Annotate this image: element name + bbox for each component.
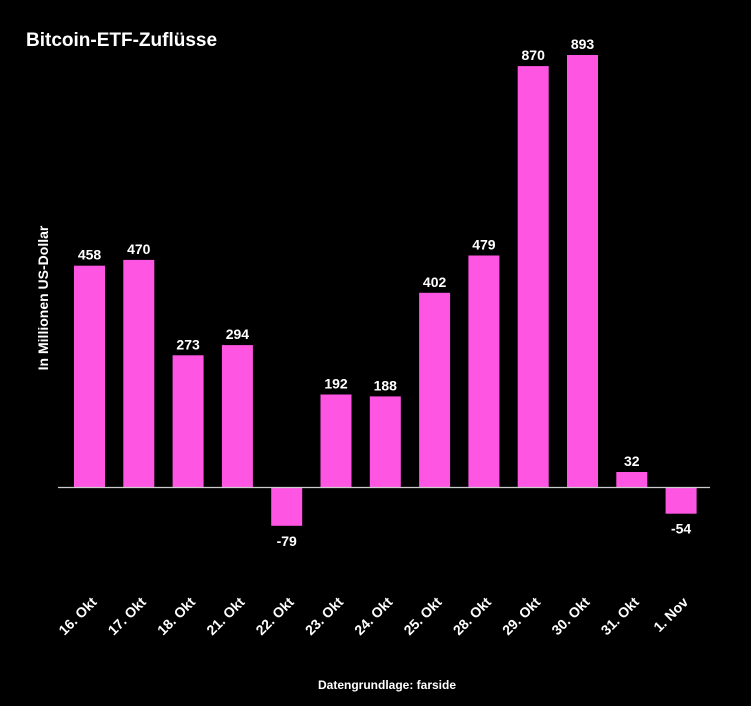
bar-12 — [616, 472, 648, 488]
data-label-2: 470 — [127, 241, 151, 257]
data-label-10: 870 — [522, 47, 546, 63]
bar-4 — [221, 345, 253, 488]
bar-3 — [172, 355, 204, 488]
x-tick-label-10: 29. Okt — [499, 594, 544, 639]
x-tick-label-9: 28. Okt — [450, 594, 495, 639]
bar-2 — [123, 259, 155, 488]
bar-9 — [468, 255, 500, 488]
data-label-11: 893 — [571, 36, 595, 52]
data-label-9: 479 — [472, 237, 496, 253]
x-tick-label-5: 22. Okt — [252, 594, 297, 639]
x-tick-label-2: 17. Okt — [105, 594, 150, 639]
bar-6 — [320, 394, 352, 488]
data-label-5: -79 — [277, 533, 297, 549]
x-tick-label-6: 23. Okt — [302, 594, 347, 639]
bar-5 — [271, 487, 303, 526]
data-label-6: 192 — [324, 376, 348, 392]
chart-title: Bitcoin-ETF-Zuflüsse — [26, 30, 217, 51]
x-tick-label-1: 16. Okt — [55, 594, 100, 639]
y-axis-label: In Millionen US-Dollar — [35, 225, 51, 370]
bar-13 — [665, 487, 697, 514]
bar-1 — [74, 265, 105, 488]
bar-7 — [369, 396, 401, 488]
x-tick-label-8: 25. Okt — [400, 594, 445, 639]
bar-8 — [419, 292, 451, 488]
x-tick-label-13: 1. Nov — [650, 594, 691, 635]
data-label-13: -54 — [671, 521, 691, 537]
bar-11 — [567, 55, 598, 488]
source-note: Datengrundlage: farside — [318, 678, 456, 692]
x-tick-labels: 16. Okt 17. Okt 18. Okt 21. Okt 22. Okt 23. O… — [55, 594, 691, 639]
data-label-7: 188 — [374, 377, 398, 393]
data-label-3: 273 — [176, 336, 200, 352]
x-tick-label-4: 21. Okt — [203, 594, 248, 639]
x-tick-label-11: 30. Okt — [548, 594, 593, 639]
data-label-4: 294 — [226, 326, 250, 342]
bars-group: 458 470 273 294 -79 192 188 402 479 870 893 32 -54 — [74, 36, 697, 549]
data-label-12: 32 — [624, 453, 640, 469]
x-tick-label-3: 18. Okt — [154, 594, 199, 639]
data-label-1: 458 — [78, 247, 102, 263]
x-tick-label-7: 24. Okt — [351, 594, 396, 639]
x-tick-label-12: 31. Okt — [598, 594, 643, 639]
bar-10 — [517, 66, 549, 488]
data-label-8: 402 — [423, 274, 447, 290]
